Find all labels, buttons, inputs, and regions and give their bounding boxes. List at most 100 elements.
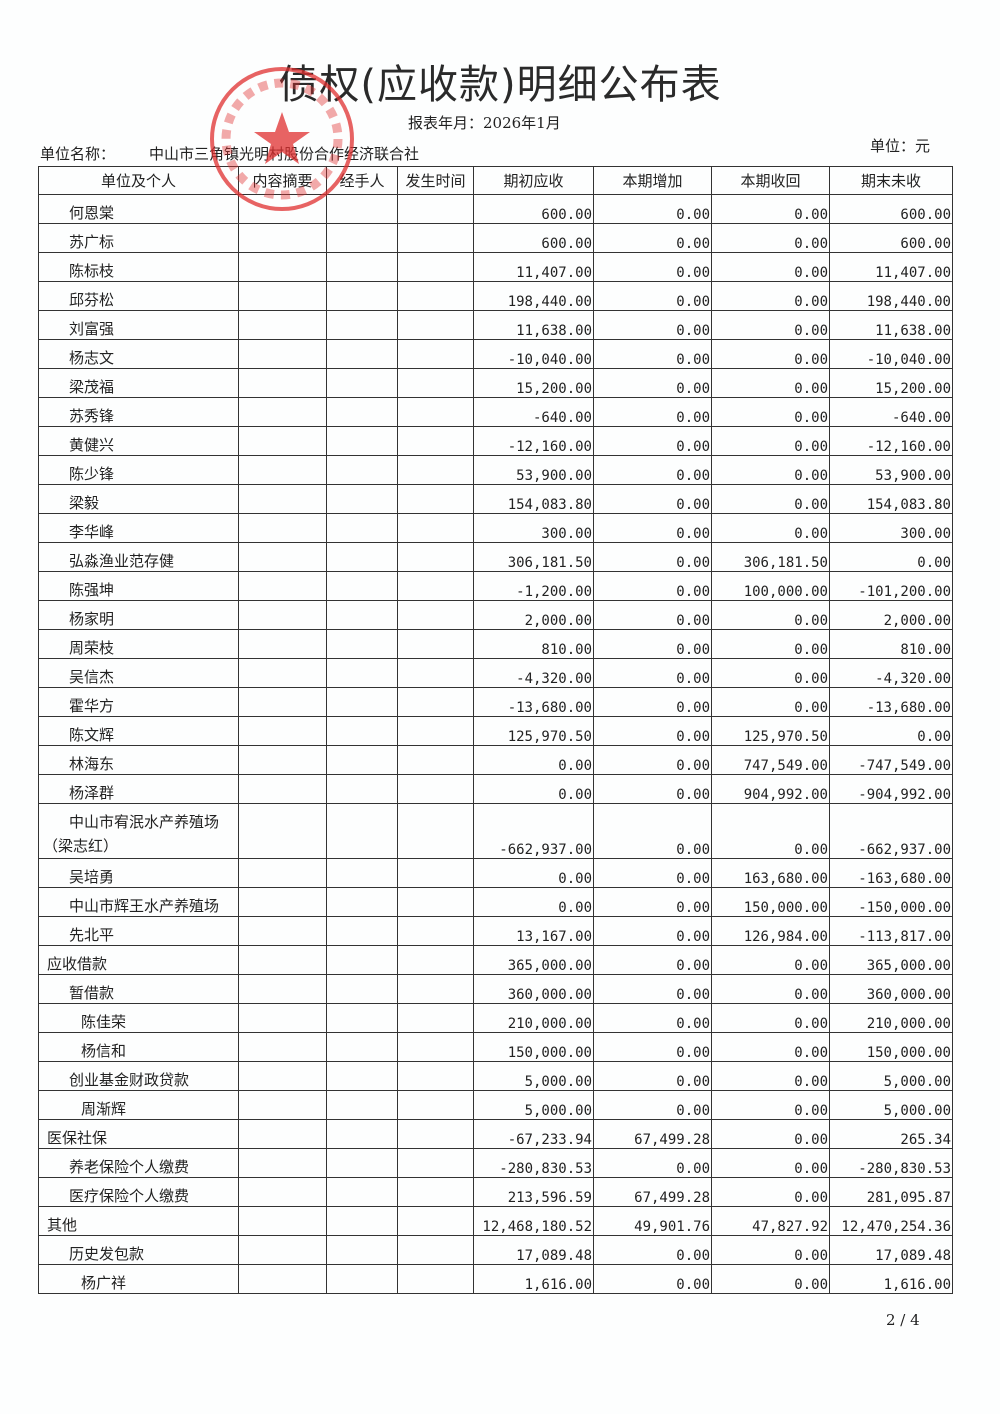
cell-increase: 0.00 — [593, 426, 712, 456]
row-name: 陈佳荣 — [38, 1003, 239, 1033]
cell-collected: 306,181.50 — [711, 542, 830, 572]
cell-closing: 150,000.00 — [829, 1032, 953, 1062]
cell-collected: 0.00 — [711, 1235, 830, 1265]
table-row: 邱芬松 198,440.00 0.00 0.00 198,440.00 — [38, 281, 953, 311]
empty-cell — [326, 1148, 398, 1178]
cell-closing: 600.00 — [829, 223, 953, 253]
table-row: 中山市宥泯水产养殖场（梁志红） -662,937.00 0.00 0.00 -662,9… — [38, 803, 953, 859]
table-row: 陈强坤 -1,200.00 0.00 100,000.00 -101,200.00 — [38, 571, 953, 601]
empty-cell — [238, 745, 327, 775]
table-row: 养老保险个人缴费 -280,830.53 0.00 0.00 -280,830.53 — [38, 1148, 953, 1178]
empty-cell — [397, 455, 474, 485]
cell-closing: 1,616.00 — [829, 1264, 953, 1294]
cell-closing: 360,000.00 — [829, 974, 953, 1004]
cell-increase: 0.00 — [593, 281, 712, 311]
empty-cell — [326, 513, 398, 543]
table-row: 李华峰 300.00 0.00 0.00 300.00 — [38, 513, 953, 543]
empty-cell — [238, 426, 327, 456]
row-name: 杨信和 — [38, 1032, 239, 1062]
table-row: 苏秀锋 -640.00 0.00 0.00 -640.00 — [38, 397, 953, 427]
empty-cell — [397, 1235, 474, 1265]
cell-opening: 1,616.00 — [473, 1264, 594, 1294]
cell-increase: 0.00 — [593, 1003, 712, 1033]
empty-cell — [326, 1264, 398, 1294]
cell-increase: 49,901.76 — [593, 1206, 712, 1236]
cell-increase: 0.00 — [593, 887, 712, 917]
cell-increase: 0.00 — [593, 455, 712, 485]
cell-closing: 300.00 — [829, 513, 953, 543]
unit-name-line: 单位名称： 中山市三角镇光明村股份合作经济联合社 — [40, 143, 419, 164]
cell-increase: 0.00 — [593, 339, 712, 369]
empty-cell — [238, 945, 327, 975]
cell-increase: 67,499.28 — [593, 1119, 712, 1149]
empty-cell — [326, 194, 398, 224]
table-row: 何恩棠 600.00 0.00 0.00 600.00 — [38, 194, 953, 224]
empty-cell — [326, 629, 398, 659]
table-row: 医保社保 -67,233.94 67,499.28 0.00 265.34 — [38, 1119, 953, 1149]
row-name: 梁茂福 — [38, 368, 239, 398]
row-name: 霍华方 — [38, 687, 239, 717]
cell-increase: 0.00 — [593, 1264, 712, 1294]
row-name: 陈少锋 — [38, 455, 239, 485]
row-name: 陈标枝 — [38, 252, 239, 282]
empty-cell — [326, 1177, 398, 1207]
cell-collected: 0.00 — [711, 1119, 830, 1149]
cell-opening: 125,970.50 — [473, 716, 594, 746]
cell-opening: -1,200.00 — [473, 571, 594, 601]
empty-cell — [238, 687, 327, 717]
empty-cell — [238, 455, 327, 485]
cell-collected: 0.00 — [711, 687, 830, 717]
table-row: 杨志文 -10,040.00 0.00 0.00 -10,040.00 — [38, 339, 953, 369]
empty-cell — [397, 1206, 474, 1236]
empty-cell — [326, 397, 398, 427]
empty-cell — [238, 1177, 327, 1207]
cell-collected: 0.00 — [711, 974, 830, 1004]
empty-cell — [326, 600, 398, 630]
empty-cell — [238, 774, 327, 804]
table-header-row: 单位及个人 内容摘要 经手人 发生时间 期初应收 本期增加 本期收回 期末未收 — [38, 166, 953, 195]
empty-cell — [238, 513, 327, 543]
empty-cell — [397, 368, 474, 398]
empty-cell — [397, 716, 474, 746]
empty-cell — [326, 310, 398, 340]
table-row: 应收借款 365,000.00 0.00 0.00 365,000.00 — [38, 945, 953, 975]
empty-cell — [238, 629, 327, 659]
cell-collected: 125,970.50 — [711, 716, 830, 746]
row-name: 中山市宥泯水产养殖场（梁志红） — [38, 803, 239, 859]
cell-collected: 0.00 — [711, 1148, 830, 1178]
table-row: 先北平 13,167.00 0.00 126,984.00 -113,817.00 — [38, 916, 953, 946]
cell-increase: 0.00 — [593, 716, 712, 746]
empty-cell — [397, 687, 474, 717]
table-row: 周渐辉 5,000.00 0.00 0.00 5,000.00 — [38, 1090, 953, 1120]
cell-closing: 198,440.00 — [829, 281, 953, 311]
cell-opening: 12,468,180.52 — [473, 1206, 594, 1236]
row-name: 梁毅 — [38, 484, 239, 514]
cell-increase: 0.00 — [593, 252, 712, 282]
cell-opening: 213,596.59 — [473, 1177, 594, 1207]
column-header: 期初应收 — [473, 166, 594, 195]
cell-collected: 0.00 — [711, 397, 830, 427]
cell-collected: 0.00 — [711, 281, 830, 311]
empty-cell — [238, 1206, 327, 1236]
table-row: 杨信和 150,000.00 0.00 0.00 150,000.00 — [38, 1032, 953, 1062]
empty-cell — [238, 658, 327, 688]
cell-collected: 0.00 — [711, 945, 830, 975]
empty-cell — [238, 1003, 327, 1033]
cell-closing: 11,638.00 — [829, 310, 953, 340]
row-name: 应收借款 — [38, 945, 239, 975]
cell-collected: 0.00 — [711, 484, 830, 514]
empty-cell — [238, 194, 327, 224]
cell-increase: 0.00 — [593, 1148, 712, 1178]
cell-closing: -10,040.00 — [829, 339, 953, 369]
cell-increase: 0.00 — [593, 600, 712, 630]
table-row: 弘淼渔业范存健 306,181.50 0.00 306,181.50 0.00 — [38, 542, 953, 572]
cell-collected: 126,984.00 — [711, 916, 830, 946]
cell-closing: -163,680.00 — [829, 858, 953, 888]
empty-cell — [326, 484, 398, 514]
cell-collected: 0.00 — [711, 1061, 830, 1091]
cell-closing: 0.00 — [829, 542, 953, 572]
empty-cell — [238, 1264, 327, 1294]
table-row: 霍华方 -13,680.00 0.00 0.00 -13,680.00 — [38, 687, 953, 717]
empty-cell — [326, 426, 398, 456]
empty-cell — [326, 945, 398, 975]
